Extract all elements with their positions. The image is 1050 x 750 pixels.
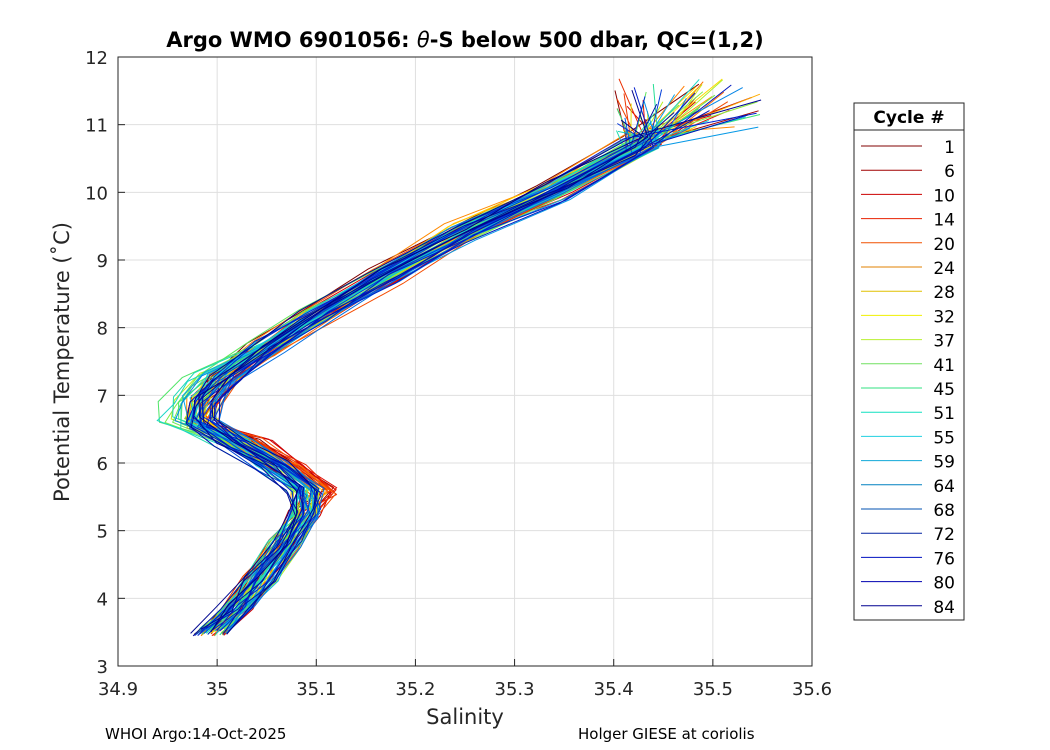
legend-label: 28 — [933, 283, 955, 303]
y-tick-label: 8 — [97, 319, 108, 340]
profile-line-cycle — [189, 129, 627, 636]
legend-label: 37 — [933, 332, 955, 352]
footer-source: WHOI Argo:14-Oct-2025 — [105, 725, 287, 743]
profile-line-cycle — [218, 114, 749, 632]
x-tick-label: 35.2 — [395, 679, 435, 700]
plot-frame — [117, 56, 813, 667]
y-tick-label: 11 — [85, 116, 108, 137]
legend-label: 6 — [944, 162, 955, 182]
legend-label: 14 — [933, 211, 955, 231]
y-tick-label: 10 — [85, 183, 108, 204]
legend-box — [853, 102, 965, 621]
plot-background — [118, 57, 812, 666]
legend-label: 51 — [933, 404, 955, 424]
profile-line-cycle — [198, 119, 645, 633]
y-tick-label: 12 — [85, 48, 108, 69]
y-tick-label: 3 — [97, 657, 108, 678]
legend-label: 68 — [933, 501, 955, 521]
x-tick-label: 35.5 — [693, 679, 733, 700]
y-tick-label: 4 — [97, 589, 108, 610]
legend-label: 41 — [933, 356, 955, 376]
profile-line-cycle — [205, 87, 654, 632]
profile-line-cycle — [218, 127, 691, 632]
profile-line-cycle — [201, 112, 675, 629]
profile-line-cycle — [211, 89, 649, 635]
x-tick-label: 34.9 — [98, 679, 138, 700]
profile-line-cycle — [190, 127, 659, 630]
legend-label: 20 — [933, 235, 955, 255]
profile-line-cycle — [211, 89, 663, 634]
y-axis-label: Potential Temperature (˚C) — [50, 222, 74, 502]
x-axis-label: Salinity — [426, 705, 504, 729]
y-tick-label: 7 — [97, 386, 108, 407]
profile-line-cycle — [192, 116, 746, 634]
y-axis-ticks: 3 4 5 6 7 8 9 10 11 12 — [85, 48, 125, 678]
legend: Cycle # 1 6 10 14 20 24 28 32 37 41 45 51 55 59 64 68 72… — [853, 102, 965, 621]
legend-label: 59 — [933, 453, 955, 473]
profile-lines — [156, 78, 762, 637]
chart-title: Argo WMO 6901056: θ-S below 500 dbar, QC… — [166, 28, 763, 52]
legend-label: 32 — [933, 307, 955, 327]
profile-line-cycle — [197, 126, 759, 634]
legend-entries: 1 6 10 14 20 24 28 32 37 41 45 51 55 59 64 68 72 76 80 84 — [861, 138, 955, 618]
x-tick-label: 35.3 — [495, 679, 535, 700]
x-tick-label: 35 — [206, 679, 229, 700]
legend-title: Cycle # — [873, 108, 944, 128]
y-tick-label: 9 — [97, 251, 108, 272]
legend-label: 45 — [933, 380, 955, 400]
legend-label: 72 — [933, 525, 955, 545]
legend-label: 76 — [933, 549, 955, 569]
legend-label: 64 — [933, 477, 955, 497]
y-tick-label: 6 — [97, 454, 108, 475]
y-tick-label: 5 — [97, 522, 108, 543]
x-tick-label: 35.4 — [594, 679, 634, 700]
profile-line-cycle — [190, 99, 762, 634]
legend-label: 84 — [933, 598, 955, 618]
profile-line-cycle — [199, 84, 732, 629]
profile-line-cycle — [196, 130, 648, 631]
x-tick-label: 35.6 — [792, 679, 832, 700]
profile-line-cycle — [213, 110, 710, 635]
x-axis-ticks: 34.9 35 35.1 35.2 35.3 35.4 35.5 35.6 — [98, 659, 832, 700]
x-tick-label: 35.1 — [296, 679, 336, 700]
legend-label: 24 — [933, 259, 955, 279]
legend-label: 80 — [933, 574, 955, 594]
legend-label: 1 — [944, 138, 955, 158]
legend-label: 55 — [933, 428, 955, 448]
legend-label: 10 — [933, 186, 955, 206]
footer-author: Holger GIESE at coriolis — [578, 725, 755, 743]
